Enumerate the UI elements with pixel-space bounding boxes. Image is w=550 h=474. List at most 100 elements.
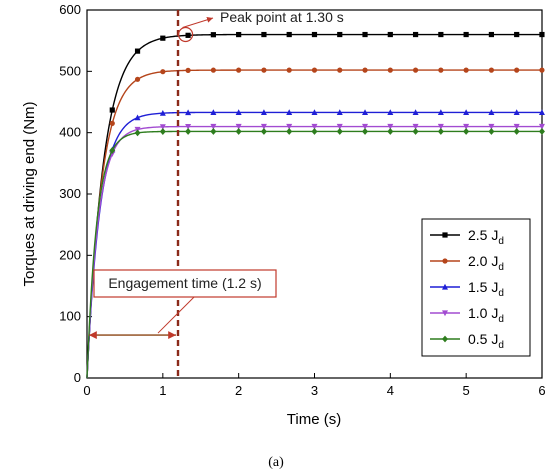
legend-label: 1.0 Jd [468,305,504,325]
series-point [412,109,419,116]
engagement-label: Engagement time (1.2 s) [108,275,261,291]
legend-label: 0.5 Jd [468,331,504,351]
figure-caption: (a) [268,455,284,470]
series-point [437,109,444,116]
x-tick-label: 0 [83,383,90,398]
series-point [463,123,470,130]
series-point [337,31,343,38]
series-point [538,123,545,130]
series-point [412,128,419,135]
series-point [235,109,242,116]
series-point [362,128,369,135]
legend-label: 2.5 Jd [468,227,504,247]
x-axis-title: Time (s) [287,411,341,428]
series-point [235,123,242,130]
series-point [362,123,369,130]
x-tick-label: 1 [159,383,166,398]
series-point [109,120,115,126]
legend-box [421,218,531,357]
series-point [286,109,293,116]
x-tick-label: 3 [311,383,318,398]
legend-label-subscript: d [498,314,504,325]
series-point [160,35,166,41]
series-point [437,123,444,130]
series-point [387,123,394,130]
series-point [210,123,217,130]
series-point [261,31,267,38]
series-point [109,107,115,113]
legend-item-3: 1.0 Jd [430,305,504,325]
series-point [185,123,192,130]
series-point [311,128,318,135]
series-point [311,67,318,73]
series-point [387,31,393,38]
series-point [362,109,369,116]
peak-point-circle [177,26,194,43]
series-point [185,32,191,38]
series-markers-0 [109,31,545,113]
y-tick-label: 600 [59,2,81,17]
series-point [210,32,216,38]
series-point [286,67,292,73]
series-point [442,335,448,343]
series-point [210,109,217,116]
series-point [134,129,141,137]
series-point [412,67,419,73]
legend-label: 1.5 Jd [468,279,504,299]
series-point [442,232,448,238]
series-point [387,109,394,116]
y-tick-label: 0 [74,370,81,385]
engagement-pointer [157,296,195,334]
x-tick-label: 2 [235,383,242,398]
engagement-label-box [93,269,277,298]
series-point [134,76,141,82]
legend-label-subscript: d [498,262,504,273]
series-point [185,128,192,135]
series-point [210,128,217,135]
series-point [488,67,495,73]
series-point [109,147,116,154]
series-point [311,109,318,116]
series-point [442,258,448,264]
series-point [336,123,343,130]
series-point [185,67,191,73]
series-point [236,31,242,38]
series-point [311,123,318,130]
series-point [442,283,448,290]
series-point [336,128,343,135]
series-point [260,128,267,135]
series-point [134,48,141,54]
legend-label: 2.0 Jd [468,253,504,273]
legend-item-1: 2.0 Jd [430,253,504,273]
series-point [513,128,520,135]
series-point [336,109,343,116]
legend-label-subscript: d [498,288,504,299]
series-point [539,67,545,73]
series-point [488,109,495,116]
series-point [260,123,267,130]
series-point [159,109,166,116]
x-tick-label: 4 [387,383,394,398]
legend-label-subscript: d [498,236,504,247]
annotation-layer: Engagement time (1.2 s) Peak point at 1.3… [89,9,344,378]
series-markers-3 [109,123,545,157]
series-point [387,128,394,135]
series-point [488,123,495,130]
series-point [286,31,292,38]
series-point [488,128,495,135]
series-point [210,67,216,73]
series-point [513,123,520,130]
series-point [311,31,318,38]
series-point [463,67,469,73]
peak-pointer-arrow [182,16,214,29]
series-point [160,69,166,75]
series-point [185,109,192,116]
legend-item-2: 1.5 Jd [430,279,504,299]
y-tick-label: 200 [59,247,81,262]
series-layer [86,31,545,379]
series-point [159,124,166,131]
series-point [437,128,444,135]
y-tick-label: 100 [59,309,81,324]
